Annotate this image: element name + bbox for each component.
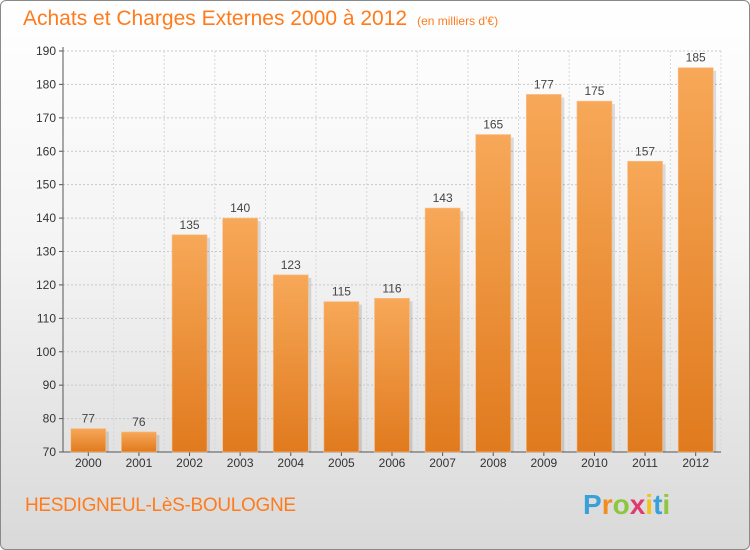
data-label: 77 xyxy=(82,412,96,426)
bar-2009 xyxy=(526,94,562,453)
x-tick-label: 2011 xyxy=(632,456,658,470)
data-label: 140 xyxy=(230,201,250,215)
y-tick-label: 150 xyxy=(36,178,56,192)
logo-letter: i xyxy=(645,489,654,520)
logo-letter: i xyxy=(662,489,671,520)
x-tick-label: 2005 xyxy=(328,456,355,470)
data-label: 76 xyxy=(132,415,146,429)
y-tick-label: 170 xyxy=(36,111,56,125)
x-tick-label: 2000 xyxy=(75,456,102,470)
logo-letter: r xyxy=(601,489,613,520)
x-tick-label: 2009 xyxy=(530,456,557,470)
y-tick-label: 130 xyxy=(36,245,56,259)
y-tick-label: 110 xyxy=(37,311,56,325)
x-tick-label: 2002 xyxy=(176,456,203,470)
bar-2003 xyxy=(222,217,258,453)
bar-2004 xyxy=(272,274,309,453)
logo-letter: t xyxy=(653,489,663,520)
data-label: 116 xyxy=(382,281,401,295)
bar-2008 xyxy=(475,134,512,453)
logo-letter: x xyxy=(629,489,646,520)
x-tick-label: 2006 xyxy=(379,456,406,470)
chart-title: Achats et Charges Externes 2000 à 2012 xyxy=(23,7,408,30)
bar-2001 xyxy=(121,431,157,453)
data-label: 143 xyxy=(433,191,453,205)
y-tick-label: 70 xyxy=(43,445,57,459)
data-label: 135 xyxy=(180,218,200,232)
data-label: 185 xyxy=(686,51,706,65)
data-label: 123 xyxy=(281,258,301,272)
x-tick-label: 2004 xyxy=(277,456,304,470)
bar-2000 xyxy=(70,428,107,453)
x-tick-label: 2001 xyxy=(126,456,153,470)
bar-2005 xyxy=(323,301,360,453)
bar-2002 xyxy=(171,234,208,453)
bar-2010 xyxy=(576,100,613,453)
x-tick-label: 2008 xyxy=(480,456,507,470)
y-tick-label: 90 xyxy=(43,378,57,392)
data-label: 157 xyxy=(635,144,655,158)
axes: 70 80 90 100 110 120 130 140 150 160 170 180 190 2000… xyxy=(36,44,721,470)
data-label: 165 xyxy=(483,118,503,132)
x-tick-label: 2012 xyxy=(682,456,709,470)
logo-letter: o xyxy=(612,489,630,520)
bar-2011 xyxy=(627,160,663,453)
bar-2012 xyxy=(677,67,714,453)
y-tick-label: 180 xyxy=(36,77,56,91)
x-tick-label: 2003 xyxy=(227,456,254,470)
y-tick-label: 160 xyxy=(36,144,56,158)
data-label: 115 xyxy=(332,285,351,299)
logo-letter: P xyxy=(583,489,602,520)
chart-subtitle: (en milliers d'€) xyxy=(417,14,499,28)
proxiti-logo[interactable]: Proxiti xyxy=(583,489,670,521)
bar-2006 xyxy=(374,297,410,453)
data-label: 177 xyxy=(534,77,554,91)
y-tick-label: 80 xyxy=(43,412,57,426)
y-tick-label: 100 xyxy=(36,345,56,359)
y-tick-label: 190 xyxy=(36,44,56,58)
y-tick-label: 140 xyxy=(36,211,56,225)
y-tick-label: 120 xyxy=(36,278,56,292)
commune-name: HESDIGNEUL-LèS-BOULOGNE xyxy=(25,495,296,516)
x-tick-label: 2010 xyxy=(581,456,608,470)
data-label: 175 xyxy=(584,84,604,98)
bars xyxy=(70,67,717,453)
data-labels: 77 76 135 140 123 115 116 143 165 177 175 157 185 xyxy=(82,51,706,429)
bar-2007 xyxy=(424,207,461,453)
title-row: Achats et Charges Externes 2000 à 2012 (e… xyxy=(23,7,498,31)
x-tick-label: 2007 xyxy=(429,456,456,470)
